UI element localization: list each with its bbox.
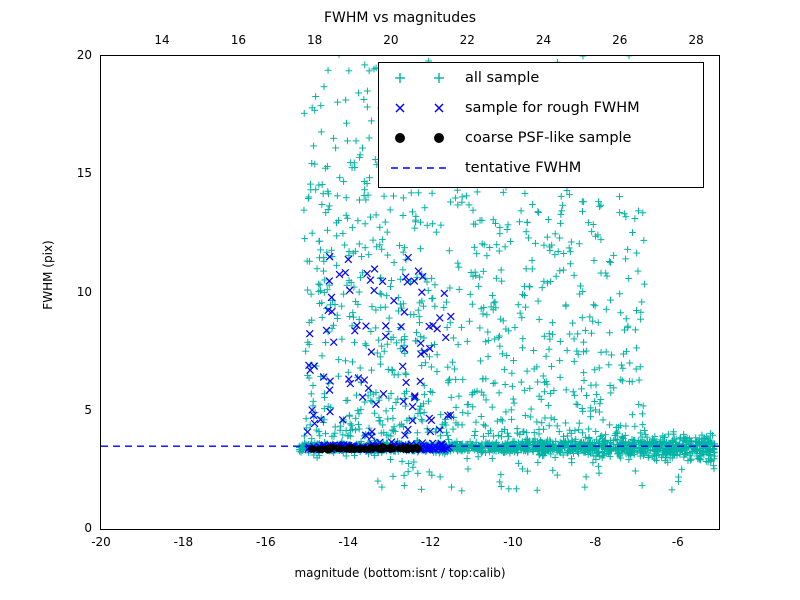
- y-axis-label: FWHM (pix): [41, 75, 55, 475]
- chart-title: FWHM vs magnitudes: [0, 10, 800, 26]
- y-tick-label: 0: [52, 521, 92, 535]
- y-tick-label: 20: [52, 48, 92, 62]
- legend: all sample sample for rough FWHM coarse …: [378, 62, 704, 188]
- x-tick-label: -8: [570, 535, 620, 549]
- legend-item-rough-fwhm: sample for rough FWHM: [379, 93, 703, 123]
- x-tick-top-label: 18: [290, 33, 340, 47]
- legend-label: sample for rough FWHM: [465, 100, 640, 116]
- x-tick-top-label: 16: [213, 33, 263, 47]
- x-tick-label: -14: [323, 535, 373, 549]
- y-tick-label: 15: [52, 166, 92, 180]
- x-tick-top-label: 26: [595, 33, 645, 47]
- legend-label: tentative FWHM: [465, 160, 581, 176]
- y-tick-label: 5: [52, 403, 92, 417]
- x-tick-label: -12: [406, 535, 456, 549]
- plus-marker-icon: [379, 63, 465, 93]
- x-tick-top-label: 24: [519, 33, 569, 47]
- y-tick-label: 10: [52, 285, 92, 299]
- x-tick-top-label: 22: [442, 33, 492, 47]
- dot-marker-icon: [379, 123, 465, 153]
- x-axis-label: magnitude (bottom:isnt / top:calib): [0, 566, 800, 580]
- x-tick-label: -18: [158, 535, 208, 549]
- x-tick-top-label: 28: [671, 33, 721, 47]
- x-tick-top-label: 14: [137, 33, 187, 47]
- x-tick-label: -10: [488, 535, 538, 549]
- chart-root: FWHM vs magnitudes -20 -18 -16 -14 -12 -10 -8 -…: [0, 0, 800, 600]
- x-tick-label: -6: [653, 535, 703, 549]
- legend-label: all sample: [465, 70, 539, 86]
- x-tick-label: -16: [241, 535, 291, 549]
- legend-item-tentative-fwhm: tentative FWHM: [379, 153, 703, 183]
- x-tick-label: -20: [76, 535, 126, 549]
- legend-item-all-sample: all sample: [379, 63, 703, 93]
- legend-label: coarse PSF-like sample: [465, 130, 631, 146]
- dashed-line-icon: [379, 153, 465, 183]
- x-marker-icon: [379, 93, 465, 123]
- x-tick-top-label: 20: [366, 33, 416, 47]
- legend-item-coarse-psf: coarse PSF-like sample: [379, 123, 703, 153]
